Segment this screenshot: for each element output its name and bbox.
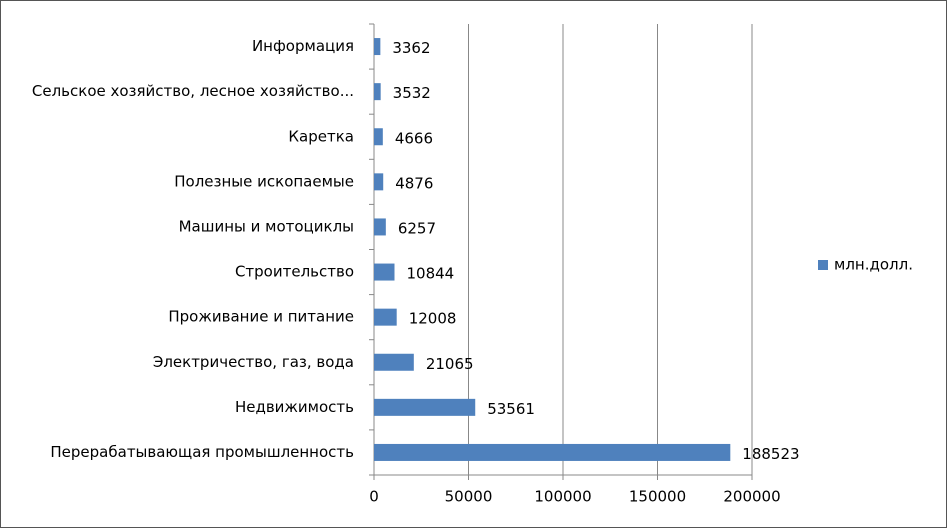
value-label: 4876 — [395, 174, 433, 192]
y-tick-label: Недвижимость — [235, 398, 354, 416]
y-tick-label: Строительство — [235, 263, 354, 281]
bar — [374, 38, 381, 56]
value-label: 6257 — [398, 219, 436, 237]
bar — [374, 353, 414, 371]
value-label: 53561 — [487, 400, 535, 418]
y-tick-label: Электричество, газ, вода — [153, 353, 354, 371]
x-tick-label: 150000 — [629, 488, 686, 506]
value-label: 3532 — [393, 84, 431, 102]
value-label: 188523 — [742, 445, 799, 463]
bar — [374, 443, 731, 461]
value-label: 10844 — [406, 265, 454, 283]
bar — [374, 263, 395, 281]
x-tick-label: 50000 — [445, 488, 493, 506]
value-label: 21065 — [426, 355, 474, 373]
value-label: 4666 — [395, 129, 433, 147]
x-tick-label: 100000 — [534, 488, 591, 506]
legend-swatch — [818, 260, 828, 270]
bar — [374, 83, 381, 101]
value-label: 12008 — [409, 310, 457, 328]
bar — [374, 218, 386, 236]
value-label: 3362 — [392, 39, 430, 57]
y-tick-label: Машины и мотоциклы — [179, 217, 354, 235]
y-tick-label: Полезные ископаемые — [174, 172, 354, 190]
bar — [374, 128, 383, 146]
x-tick-label: 0 — [369, 488, 379, 506]
bar — [374, 308, 397, 326]
x-tick-label: 200000 — [723, 488, 780, 506]
y-tick-label: Сельское хозяйство, лесное хозяйство... — [32, 82, 354, 100]
bar — [374, 398, 476, 416]
y-tick-label: Информация — [252, 37, 354, 55]
y-tick-label: Перерабатывающая промышленность — [50, 443, 354, 461]
y-tick-label: Каретка — [288, 127, 354, 145]
bar — [374, 173, 384, 191]
y-tick-label: Проживание и питание — [168, 308, 354, 326]
legend-label: млн.долл. — [834, 256, 913, 274]
